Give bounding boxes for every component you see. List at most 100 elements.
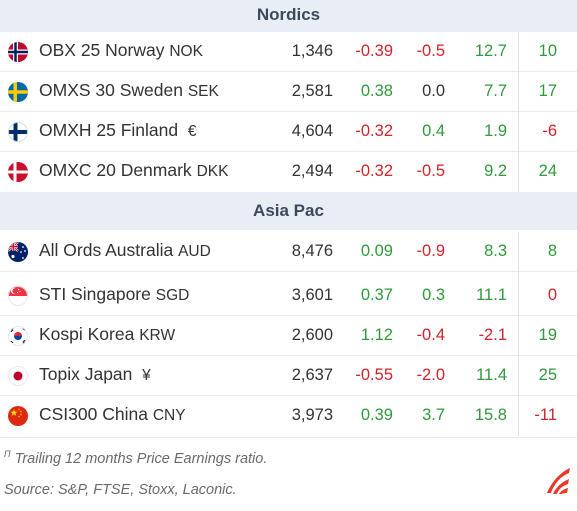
table-row: Kospi Korea KRW 2,600 1.12 -0.4 -2.1 19 [0, 316, 577, 356]
index-name: OMXS 30 Sweden SEK [39, 80, 219, 101]
pe-ratio-value: 25 [538, 366, 557, 384]
change-value: 11.1 [476, 286, 507, 304]
change-value: 0.37 [360, 286, 393, 304]
table-row: Topix Japan ¥ 2,637 -0.55 -2.0 11.4 25 [0, 356, 577, 396]
index-level: 2,637 [291, 366, 333, 384]
pe-ratio-value: 17 [538, 82, 557, 100]
table-row: OMXS 30 Sweden SEK 2,581 0.38 0.0 7.7 17 [0, 72, 577, 112]
index-name-text: OBX 25 Norway [39, 40, 165, 60]
index-name: OMXC 20 Denmark DKK [39, 160, 228, 181]
section-title: Nordics [256, 5, 321, 24]
index-name-text: OMXC 20 Denmark [39, 160, 192, 180]
sweden-flag-icon [8, 82, 28, 102]
index-name: OBX 25 Norway NOK [39, 40, 203, 61]
currency-label: AUD [178, 243, 211, 260]
index-name-text: STI Singapore [39, 284, 151, 304]
change-value: -0.4 [416, 326, 445, 344]
currency-label: SGD [155, 287, 190, 304]
index-name: Kospi Korea KRW [39, 324, 175, 345]
table-row: All Ords Australia AUD 8,476 0.09 -0.9 8… [0, 232, 577, 272]
source-text: Source: S&P, FTSE, Stoxx, Laconic. [4, 482, 237, 498]
section-header-nordics: Nordics [0, 0, 577, 32]
change-value: 1.9 [484, 122, 507, 140]
korea-flag-icon [8, 326, 28, 346]
change-value: -0.9 [416, 242, 445, 260]
index-name: Topix Japan ¥ [39, 364, 151, 385]
index-name: CSI300 China CNY [39, 404, 186, 425]
index-level: 4,604 [291, 122, 333, 140]
index-level: 2,581 [291, 82, 333, 100]
change-value: 0.3 [422, 286, 445, 304]
pe-ratio-value: -6 [542, 122, 557, 140]
denmark-flag-icon [8, 162, 28, 182]
table-row: STI Singapore SGD 3,601 0.37 0.3 11.1 0 [0, 276, 577, 316]
change-value: -0.5 [416, 42, 445, 60]
australia-flag-icon [8, 242, 28, 262]
change-value: 0.39 [360, 406, 393, 424]
change-value: -0.39 [355, 42, 393, 60]
pe-ratio-value: 19 [538, 326, 557, 344]
pe-ratio-value: 10 [538, 42, 557, 60]
table-row: OBX 25 Norway NOK 1,346 -0.39 -0.5 12.7 … [0, 32, 577, 72]
index-name: STI Singapore SGD [39, 284, 189, 305]
table-row: OMXH 25 Finland € 4,604 -0.32 0.4 1.9 -6 [0, 112, 577, 152]
index-name-text: Kospi Korea [39, 324, 135, 344]
table-row: CSI300 China CNY 3,973 0.39 3.7 15.8 -11 [0, 396, 577, 436]
finland-flag-icon [8, 122, 28, 142]
footnote: Π Trailing 12 months Price Earnings rati… [4, 449, 267, 467]
singapore-flag-icon [8, 286, 28, 306]
section-header-asia-pac: Asia Pac [0, 192, 577, 230]
pe-ratio-value: 0 [547, 286, 557, 304]
currency-label: KRW [139, 327, 176, 344]
currency-label: DKK [196, 163, 229, 180]
change-value: -0.32 [355, 162, 393, 180]
change-value: -2.1 [478, 326, 507, 344]
index-level: 3,973 [291, 406, 333, 424]
change-value: 9.2 [484, 162, 507, 180]
table-bottom-border [0, 437, 577, 438]
column-divider [518, 32, 519, 192]
index-name-text: OMXH 25 Finland [39, 120, 179, 140]
change-value: -0.55 [355, 366, 393, 384]
change-value: 0.4 [422, 122, 445, 140]
currency-label: € [187, 123, 197, 140]
norway-flag-icon [8, 42, 28, 62]
china-flag-icon [8, 406, 28, 426]
pe-ratio-value: 24 [538, 162, 557, 180]
pe-ratio-value: 8 [547, 242, 557, 260]
index-level: 2,494 [291, 162, 333, 180]
index-name-text: All Ords Australia [39, 240, 174, 260]
change-value: 12.7 [474, 42, 507, 60]
currency-label: SEK [187, 83, 219, 100]
source-note: Source: S&P, FTSE, Stoxx, Laconic. [4, 482, 237, 498]
index-name-text: Topix Japan [39, 364, 133, 384]
footnote-marker: Π [4, 449, 11, 459]
index-name: All Ords Australia AUD [39, 240, 211, 261]
index-name-text: CSI300 China [39, 404, 148, 424]
change-value: 7.7 [484, 82, 507, 100]
japan-flag-icon [8, 366, 28, 386]
section-title: Asia Pac [253, 201, 324, 220]
index-level: 1,346 [291, 42, 333, 60]
column-divider [518, 232, 519, 436]
pe-ratio-value: -11 [534, 406, 557, 424]
laconic-logo-icon [543, 463, 573, 499]
currency-label: ¥ [142, 367, 151, 384]
change-value: 0.09 [360, 242, 393, 260]
change-value: -0.32 [355, 122, 393, 140]
index-level: 8,476 [291, 242, 333, 260]
change-value: 0.38 [360, 82, 393, 100]
change-value: 0.0 [422, 82, 445, 100]
footnote-text: Trailing 12 months Price Earnings ratio. [14, 450, 268, 467]
index-name-text: OMXS 30 Sweden [39, 80, 183, 100]
table-row: OMXC 20 Denmark DKK 2,494 -0.32 -0.5 9.2… [0, 152, 577, 192]
change-value: 3.7 [422, 406, 445, 424]
currency-label: CNY [152, 407, 186, 424]
change-value: 11.4 [476, 366, 507, 384]
change-value: -2.0 [416, 366, 445, 384]
index-level: 3,601 [291, 286, 333, 304]
change-value: 1.12 [360, 326, 393, 344]
index-level: 2,600 [291, 326, 333, 344]
currency-label: NOK [169, 43, 203, 60]
index-name: OMXH 25 Finland € [39, 120, 196, 141]
